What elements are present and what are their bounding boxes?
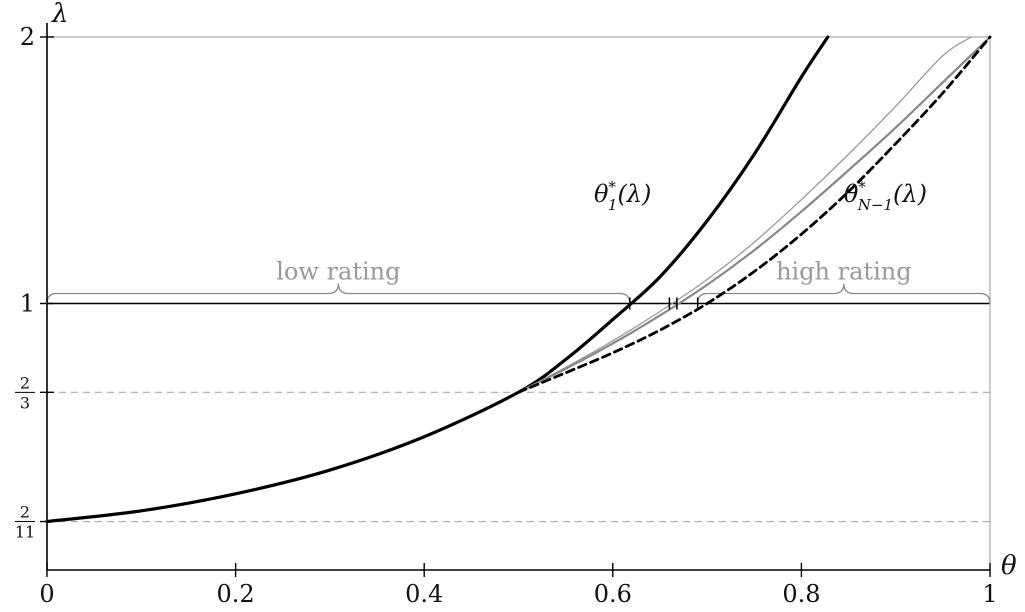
x-tick-label-3: 0.6 [594,580,632,608]
y-tick-label-2: 1 [20,290,35,318]
x-axis-label: θ [1001,551,1017,581]
curve-label-1: θ* N−1(λ) [844,178,927,214]
x-tick-label-4: 0.8 [782,580,820,608]
y-tick-denominator-0: 11 [15,523,35,542]
region-brace-1 [697,283,991,304]
series-line-0 [45,35,830,524]
series-line-1 [517,36,972,393]
x-tick-label-5: 1 [982,580,997,608]
y-axis-label: λ [51,0,68,29]
x-tick-label-1: 0.2 [217,580,255,608]
x-tick-label-0: 0 [39,580,54,608]
y-tick-numerator-1: 2 [20,373,30,392]
y-tick-denominator-1: 3 [20,393,30,412]
x-tick-label-2: 0.4 [405,580,443,608]
x-tick-labels: 0 0.2 0.4 0.6 0.8 1 [39,563,998,608]
region-label-0: low rating [276,258,400,286]
axes [46,23,990,571]
region-brace-0 [46,283,631,304]
series-line-3 [517,35,992,394]
series-line-2 [517,35,992,394]
series-group [45,35,992,524]
curve-labels: θ* 1(λ) θ* N−1(λ) [594,178,927,214]
y-tick-label-3: 2 [20,23,35,51]
point-markers [629,297,699,310]
region-label-1: high rating [776,258,912,286]
y-tick-numerator-0: 2 [20,503,30,522]
guide-lines [47,36,991,570]
region-braces: low rating high rating [46,258,991,304]
curve-label-0: θ* 1(λ) [594,178,651,214]
